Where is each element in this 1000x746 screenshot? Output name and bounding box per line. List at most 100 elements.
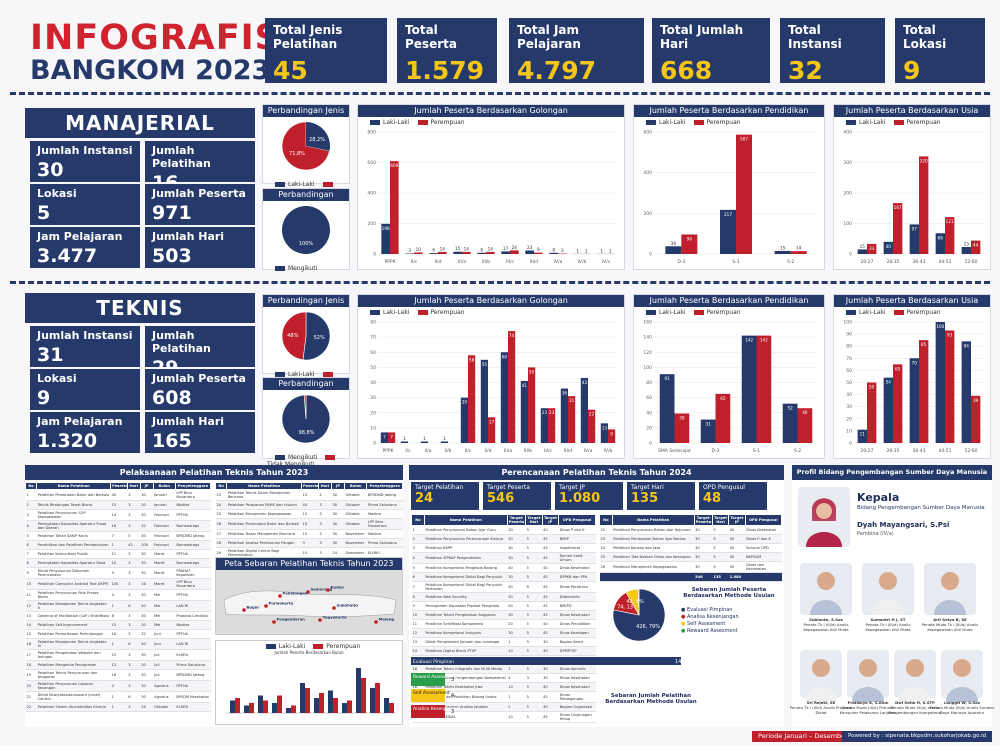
kpi-label: Lokasi <box>37 372 77 385</box>
table-cell: 15 <box>110 620 128 630</box>
table-cell: 30 <box>140 649 154 661</box>
pie-slice <box>281 311 307 361</box>
t-kpi-jp: Jam Pelajaran 1.320 <box>30 412 140 453</box>
table-cell: Pelatihan Teknis Pengelolaan Anggaran <box>424 610 508 620</box>
metode-legend-label: Rewaard Assesment <box>686 628 738 634</box>
table-cell: 45 <box>542 610 559 620</box>
table-cell: 10 <box>507 682 526 692</box>
metode-bar-value: 3 <box>451 677 454 683</box>
x-tick-label: S-2 <box>794 448 801 454</box>
table-cell: Januari <box>153 489 176 501</box>
table-header-row: No Nama Pelatihan Target Peserta Target Har… <box>599 514 783 526</box>
x-tick-label: 44-51 <box>938 448 951 454</box>
metode-bar-value: 3 <box>451 709 454 715</box>
stat-label: Total Jumlah Hari <box>660 23 744 51</box>
metode-legend-label: Analisa Kesenjangan <box>686 614 739 620</box>
bar-value-label: 1 <box>403 436 406 441</box>
table-row: 8 Pelatihan Web Security 30 5 45 Diskominfo <box>411 592 596 602</box>
table-cell: 18 <box>25 660 37 670</box>
table-cell: Dinas Kesehatan <box>558 610 596 620</box>
table-cell: 3 <box>127 578 141 590</box>
table-cell: 30 <box>542 673 559 683</box>
x-tick-label: 36-43 <box>912 448 925 454</box>
table-cell: Pelatihan Komunikasi Publik <box>36 549 111 559</box>
pr-kpi-label: Target JP <box>559 484 585 491</box>
table-cell: 4 <box>411 552 425 564</box>
staff-caption: Subiantn, S.Sos Penata Tk I (III/d) Anali… <box>791 617 861 632</box>
y-tick-label: 40 <box>370 380 376 386</box>
total-cell <box>745 572 782 582</box>
stat-value: 668 <box>660 56 713 85</box>
table-cell: 13 <box>110 660 128 670</box>
bar <box>659 374 675 443</box>
metode-bar-title: Sebaran Jumlah Pelatihan Berdasarkan Met… <box>605 693 697 705</box>
column-header: Peserta <box>110 482 128 490</box>
table-cell: 40 <box>110 489 128 501</box>
bar <box>971 395 981 443</box>
table-cell: 23 <box>215 489 227 501</box>
table-cell: 3 <box>127 649 141 661</box>
x-tick-label: S-2 <box>787 259 794 265</box>
chart-legend: Laki-Laki Perempuan <box>834 307 990 318</box>
staff-info: Penata Muda Tk I (III/b) Analis Kepegawa… <box>921 622 979 632</box>
perencanaan-table-2: No Nama Pelatihan Target Peserta Target Har… <box>599 514 783 582</box>
column-header: Target Peserta <box>693 514 713 526</box>
table-cell: Maret <box>153 558 176 568</box>
y-tick-label: 60 <box>646 395 652 401</box>
bar-value-label: 65 <box>720 396 726 401</box>
bar <box>460 397 468 443</box>
table-cell: 45 <box>542 543 559 553</box>
y-tick-label: 40 <box>646 410 652 416</box>
bar-value-label: 74 <box>509 333 515 338</box>
table-cell: 25 <box>599 552 613 562</box>
table-cell: 11 <box>25 589 37 601</box>
map-city-label: Semarang <box>311 587 333 592</box>
table-cell: 5 <box>525 646 543 656</box>
table-cell: Madina <box>175 620 211 630</box>
table-cell: 3 <box>318 529 332 539</box>
m-kpi-lokasi: Lokasi 5 <box>30 184 140 225</box>
table-cell: Pelatihan Mengelola Pendarahan <box>36 660 111 670</box>
map-pin-icon <box>374 620 378 624</box>
kepala-photo <box>798 487 850 547</box>
table-cell: Februari <box>153 531 176 541</box>
table-cell: 30 <box>140 691 154 703</box>
legend-swatch <box>275 372 285 377</box>
table-cell: Pelatihan Tahan SAKIP Kerja <box>36 531 111 541</box>
table-cell: 3 <box>127 567 141 579</box>
table-cell: 3 <box>127 549 141 559</box>
monthly-bar <box>342 703 347 713</box>
bar-value-label: 8 <box>480 247 483 252</box>
staff-photo <box>800 650 842 702</box>
bar <box>883 241 893 254</box>
y-tick-label: 70 <box>370 335 376 341</box>
table-cell: 30 <box>140 558 154 568</box>
map-pin-icon <box>264 604 268 608</box>
table-cell: Dinas Kearsipan <box>558 628 596 638</box>
table-cell: Februari <box>153 540 176 550</box>
y-tick-label: 0 <box>849 441 852 447</box>
m-kpi-jp: Jam Pelajaran 3.477 <box>30 227 140 268</box>
table-cell: ELHRU <box>175 702 211 712</box>
y-tick-label: 30 <box>370 395 376 401</box>
table-cell: Pelatihan Kompetensi Diklat Bagi Penyulu… <box>424 572 508 582</box>
bar-value-label: 23 <box>964 241 970 246</box>
table-row: 9 Peningkatan Kapasitas Pejabat Pengelola… <box>411 601 596 611</box>
y-tick-label: 140 <box>643 335 652 341</box>
column-header: Target Peserta <box>506 514 527 526</box>
table-cell: 30 <box>694 561 713 573</box>
table-cell: PPTHA <box>175 589 211 601</box>
pie-label: 52% <box>314 335 325 341</box>
column-header: Nama Pelatihan <box>423 514 508 526</box>
bar-value-label: 15 <box>455 246 461 251</box>
table-cell: Maret <box>153 549 176 559</box>
table-cell: 6 <box>411 572 425 582</box>
staff-caption: Dwi Setio H, S.STP Penata Muda (III/a) An… <box>880 700 950 715</box>
map-pin-icon <box>306 590 310 594</box>
table-cell: LAN RI <box>175 600 211 612</box>
legend-swatch-male <box>265 644 276 649</box>
bar <box>462 251 471 254</box>
y-tick-label: 60 <box>846 368 852 374</box>
pr-kpi-label: OPD Pengusul <box>703 484 745 491</box>
